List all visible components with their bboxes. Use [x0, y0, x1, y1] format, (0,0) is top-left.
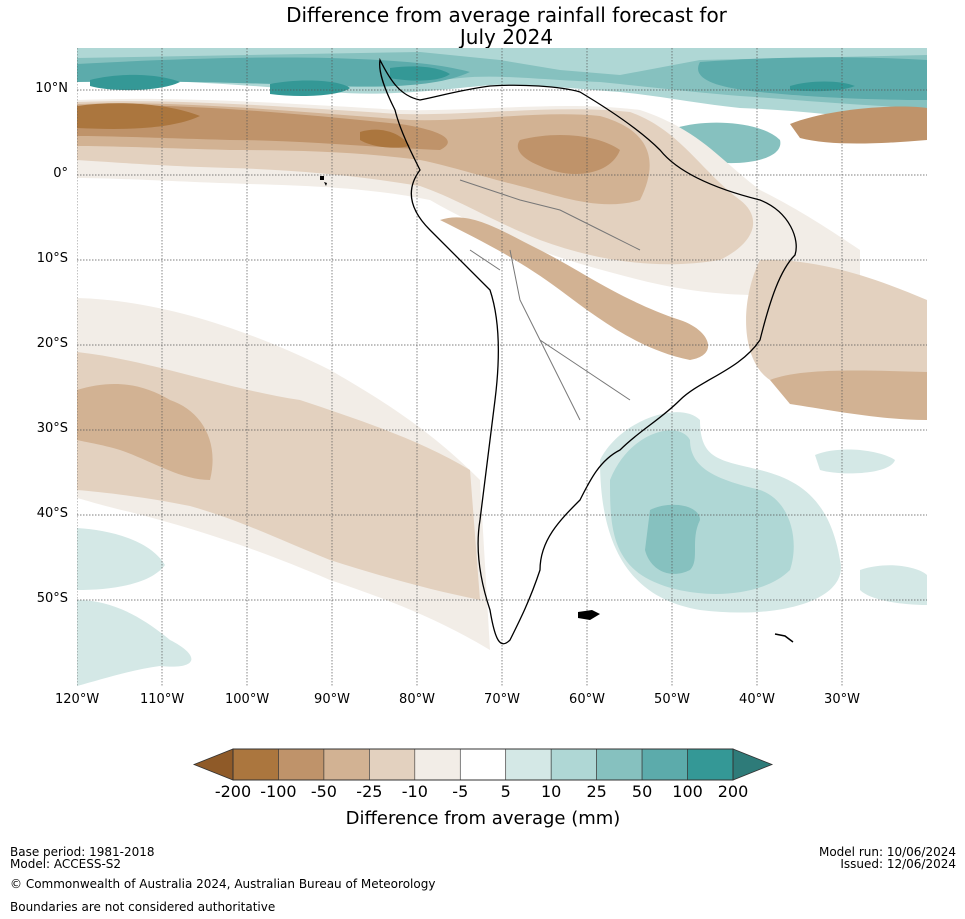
latitude-tick-label: 40°S: [36, 506, 68, 521]
anomaly-region-north-wet-strong: [77, 57, 470, 87]
anomaly-region-itcz-dry-strong: [77, 105, 620, 174]
longitude-tick-label: 50°W: [654, 692, 690, 707]
colorbar-tick-label: 100: [672, 782, 703, 801]
latitude-tick-label: 30°S: [36, 421, 68, 436]
model-run-text: Model run: 10/06/2024: [818, 845, 956, 859]
colorbar-bin: [505, 748, 552, 781]
colorbar-tick-label: -5: [452, 782, 469, 801]
country-borders: [459, 179, 641, 421]
south-georgia: [774, 633, 794, 643]
title-line-2: July 2024: [459, 25, 554, 49]
latitude-tick-label: 10°N: [35, 81, 68, 96]
colorbar-tick-label: -100: [260, 782, 297, 801]
colorbar-bin: [369, 748, 416, 781]
colorbar-frame: [232, 748, 734, 781]
gridlines: [77, 48, 927, 686]
colorbar-bin: [232, 748, 279, 781]
base-period-text: Base period: 1981-2018: [10, 845, 155, 859]
colorbar-tick-label: -200: [214, 782, 252, 801]
colorbar: [192, 748, 774, 781]
issued-text: Issued: 12/06/2024: [840, 857, 956, 871]
latitude-tick-label: 0°: [53, 166, 68, 181]
colorbar-bin: [550, 748, 597, 781]
colorbar-tick-label: 10: [540, 782, 562, 801]
anomaly-region-southeast-pacific-wet: [77, 528, 192, 686]
anomaly-region-atlantic-south-dry-mid: [770, 370, 927, 420]
latitude-tick-label: 10°S: [36, 251, 68, 266]
galapagos-islands: [320, 176, 327, 186]
title-line-1: Difference from average rainfall forecas…: [286, 3, 727, 27]
map-area: [77, 48, 927, 686]
model-text: Model: ACCESS-S2: [10, 857, 122, 871]
colorbar-bin: [323, 748, 370, 781]
coastline-south-america: [379, 57, 797, 645]
colorbar-high-extend: [732, 748, 774, 781]
colorbar-tick-label: -10: [401, 782, 428, 801]
colorbar-tick-label: 25: [586, 782, 607, 801]
anomaly-region-brazil-dry: [440, 217, 709, 360]
colorbar-bin: [278, 748, 325, 781]
latitude-tick-label: 20°S: [36, 336, 68, 351]
colorbar-tick-label: 5: [500, 782, 511, 801]
colorbar-bin: [459, 748, 507, 781]
colorbar-bin: [641, 748, 688, 781]
longitude-tick-label: 60°W: [569, 692, 605, 707]
longitude-tick-label: 120°W: [55, 692, 100, 707]
copyright-text: © Commonwealth of Australia 2024, Austra…: [10, 877, 436, 891]
anomaly-region-north-wet-core: [90, 66, 855, 96]
colorbar-tick-label: 50: [631, 782, 653, 801]
colorbar-tick-label: 200: [717, 782, 749, 801]
longitude-tick-label: 100°W: [225, 692, 270, 707]
anomaly-region-east-atlantic-wet: [815, 449, 927, 605]
anomaly-region-itcz-dry-core: [77, 103, 410, 148]
colorbar-tick-label: -50: [310, 782, 337, 801]
longitude-tick-label: 40°W: [739, 692, 775, 707]
latitude-tick-label: 50°S: [36, 591, 68, 606]
longitude-tick-label: 80°W: [399, 692, 435, 707]
colorbar-low-extend: [192, 748, 234, 781]
anomaly-region-pacific-south-dry-mid: [77, 384, 213, 480]
anomaly-region-north-wet-strong-east: [698, 57, 927, 100]
map-title: Difference from average rainfall forecas…: [0, 4, 965, 48]
colorbar-title: Difference from average (mm): [345, 808, 621, 829]
longitude-tick-label: 70°W: [484, 692, 520, 707]
colorbar-tick-label: -25: [356, 782, 383, 801]
boundaries-note: Boundaries are not considered authoritat…: [10, 900, 276, 914]
longitude-tick-label: 90°W: [314, 692, 350, 707]
anomaly-region-south-atlantic-wet-mid: [645, 504, 700, 574]
longitude-tick-label: 110°W: [140, 692, 185, 707]
colorbar-bin: [687, 748, 734, 781]
falkland-islands: [578, 610, 600, 620]
colorbar-bin: [414, 748, 461, 781]
longitude-tick-label: 30°W: [824, 692, 860, 707]
colorbar-bin: [596, 748, 643, 781]
anomaly-region-atlantic-north-dry: [790, 106, 927, 144]
